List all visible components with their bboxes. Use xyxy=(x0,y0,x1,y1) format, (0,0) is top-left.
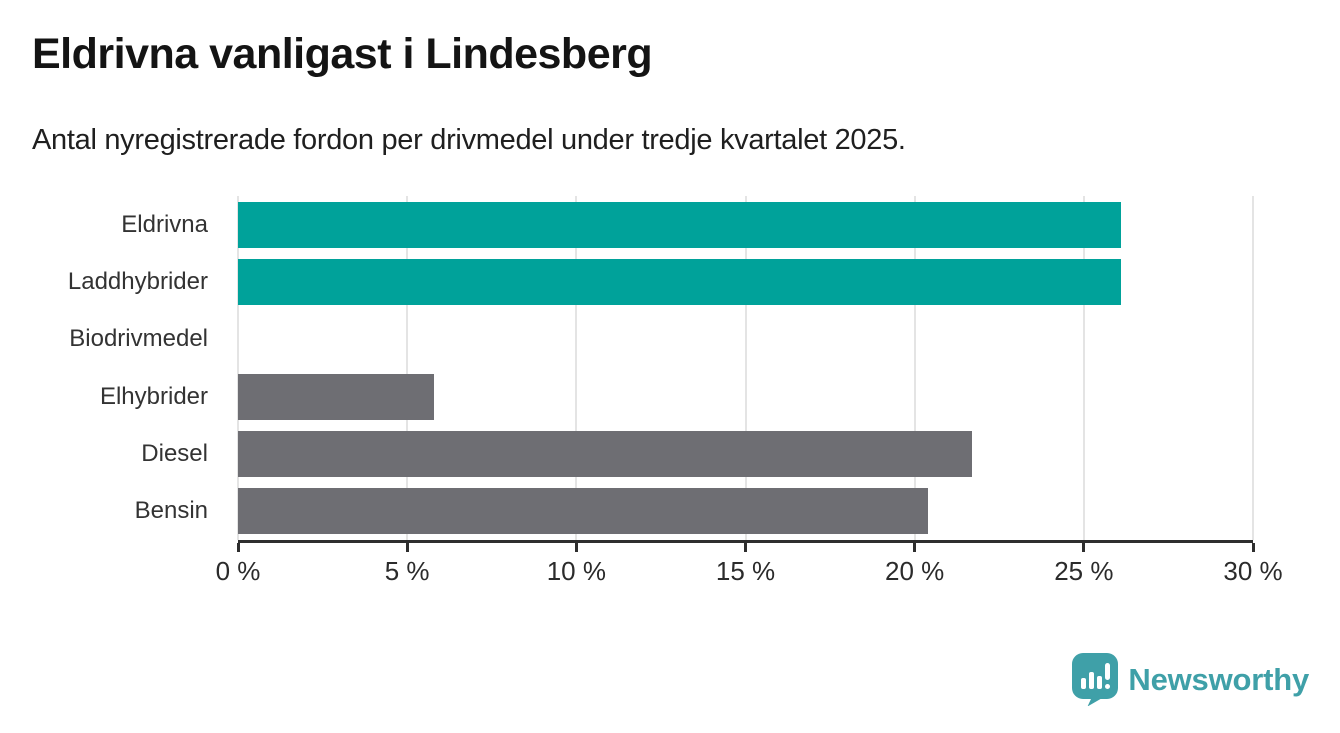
axis-tick-label: 0 % xyxy=(215,556,261,586)
x-axis: 0 % 5 % 10 % 15 % 20 % 25 % 30 % xyxy=(216,543,1283,593)
category-label: Bensin xyxy=(134,497,208,525)
chart-title: Eldrivna vanligast i Lindesberg xyxy=(32,30,653,78)
gridline xyxy=(406,196,409,540)
gridline xyxy=(744,196,747,540)
axis-tick xyxy=(744,543,747,552)
bar xyxy=(238,430,973,477)
gridline xyxy=(1252,196,1254,540)
bar-row xyxy=(238,368,1253,425)
gridline xyxy=(913,196,916,540)
chart-subtitle: Antal nyregistrerade fordon per drivmede… xyxy=(32,124,906,156)
category-label: Laddhybrider xyxy=(67,267,208,295)
bar xyxy=(238,258,1122,305)
axis-tick xyxy=(405,543,409,552)
bar-row xyxy=(238,425,1253,482)
bar xyxy=(238,201,1122,248)
axis-tick-label: 30 % xyxy=(1223,556,1283,586)
category-labels: Eldrivna Laddhybrider Biodrivmedel Elhybrid… xyxy=(0,196,223,540)
axis-tick xyxy=(1251,543,1255,552)
newsworthy-wordmark: Newsworthy xyxy=(1128,661,1309,697)
bar xyxy=(238,488,929,535)
axis-tick xyxy=(913,543,917,552)
axis-tick-label: 15 % xyxy=(715,556,776,586)
category-label: Elhybrider xyxy=(99,382,208,410)
category-label: Eldrivna xyxy=(121,210,208,238)
gridline xyxy=(237,196,239,540)
newsworthy-bubble-barchart-icon xyxy=(1072,653,1119,706)
category-label: Diesel xyxy=(141,439,208,467)
bar-rows xyxy=(238,196,1253,540)
bar-row xyxy=(238,196,1253,253)
newsworthy-logo: Newsworthy xyxy=(1072,653,1309,706)
axis-tick-label: 20 % xyxy=(885,556,945,586)
gridline xyxy=(1082,196,1085,540)
plot-area xyxy=(237,196,1254,543)
bar-row xyxy=(238,311,1253,368)
bar-row xyxy=(238,483,1253,540)
bar xyxy=(238,373,435,420)
axis-tick-label: 10 % xyxy=(546,556,606,586)
axis-tick xyxy=(574,543,578,552)
axis-tick xyxy=(1082,543,1086,552)
axis-tick xyxy=(236,543,240,552)
axis-tick-label: 25 % xyxy=(1054,556,1114,586)
axis-tick-label: 5 % xyxy=(384,556,430,586)
bar-row xyxy=(238,253,1253,310)
category-label: Biodrivmedel xyxy=(69,325,208,353)
gridline xyxy=(575,196,578,540)
